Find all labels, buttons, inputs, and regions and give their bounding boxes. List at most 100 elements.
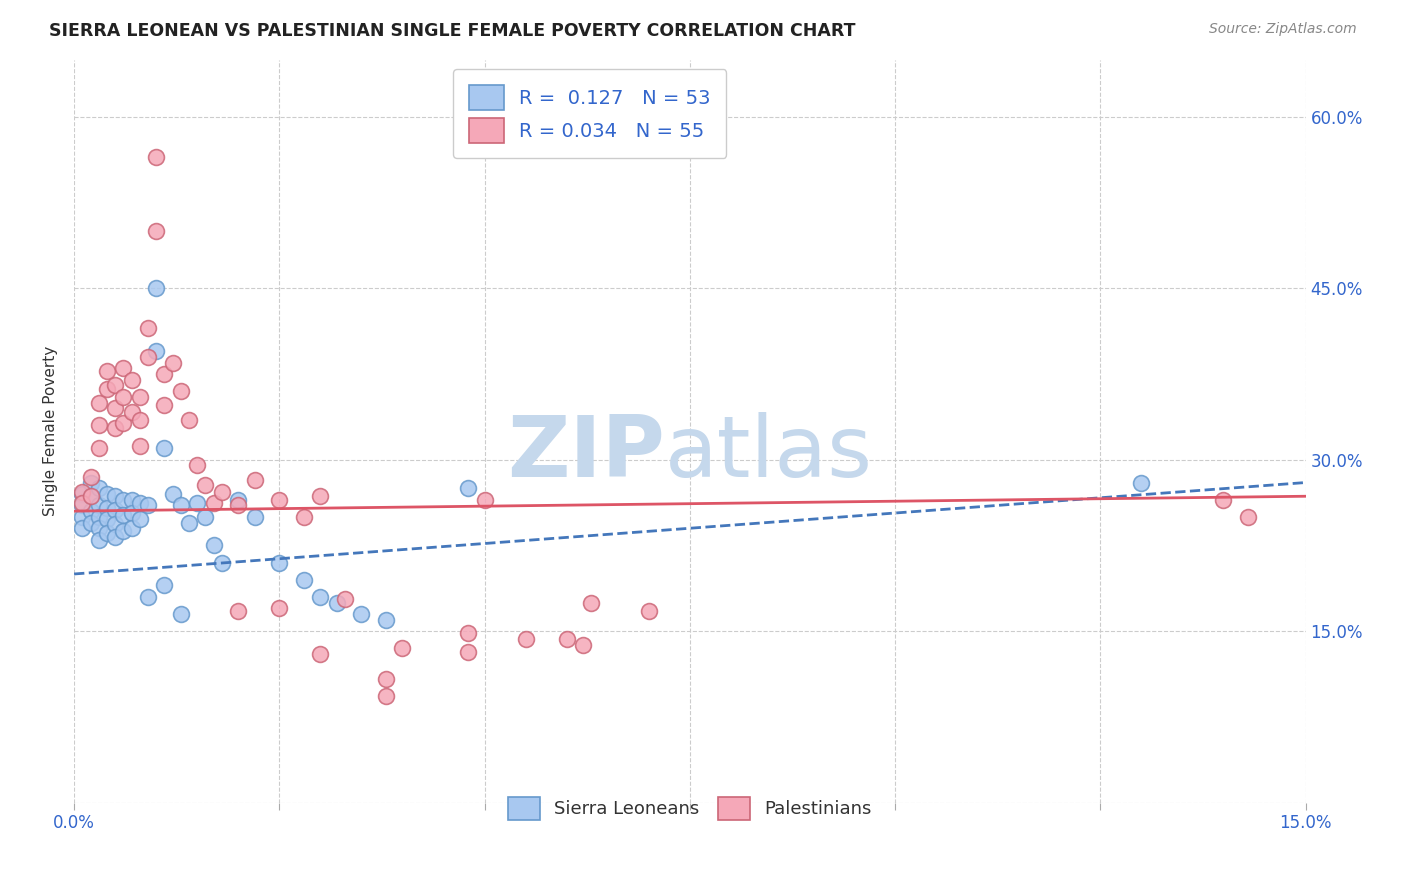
Point <box>375 672 398 686</box>
Point <box>153 578 176 592</box>
Point <box>572 638 595 652</box>
Point <box>136 499 159 513</box>
Point <box>128 496 150 510</box>
Point <box>269 492 291 507</box>
Point <box>104 401 127 416</box>
Point <box>79 470 101 484</box>
Point <box>186 496 208 510</box>
Point <box>177 516 200 530</box>
Point <box>211 484 233 499</box>
Point <box>87 533 110 547</box>
Point <box>87 521 110 535</box>
Point <box>309 590 332 604</box>
Point <box>112 390 135 404</box>
Point <box>202 496 225 510</box>
Point <box>326 596 349 610</box>
Point <box>226 492 249 507</box>
Point <box>112 508 135 522</box>
Point <box>269 601 291 615</box>
Point <box>581 596 603 610</box>
Point <box>79 504 101 518</box>
Point <box>309 489 332 503</box>
Point <box>96 363 118 377</box>
Point <box>162 487 184 501</box>
Point <box>292 573 315 587</box>
Point <box>457 481 479 495</box>
Point <box>96 500 118 515</box>
Point <box>72 484 94 499</box>
Y-axis label: Single Female Poverty: Single Female Poverty <box>44 346 58 516</box>
Point <box>96 525 118 540</box>
Point <box>170 499 193 513</box>
Point <box>121 492 143 507</box>
Point <box>162 355 184 369</box>
Point <box>72 521 94 535</box>
Point <box>104 489 127 503</box>
Point <box>1212 492 1234 507</box>
Point <box>136 350 159 364</box>
Point <box>269 556 291 570</box>
Point <box>104 503 127 517</box>
Point <box>226 499 249 513</box>
Point <box>72 499 94 513</box>
Point <box>79 516 101 530</box>
Point <box>128 439 150 453</box>
Point <box>145 344 167 359</box>
Point <box>375 613 398 627</box>
Point <box>96 382 118 396</box>
Point <box>79 475 101 490</box>
Point <box>153 367 176 381</box>
Point <box>145 224 167 238</box>
Point <box>457 626 479 640</box>
Point <box>87 442 110 456</box>
Text: atlas: atlas <box>665 412 873 495</box>
Point <box>104 516 127 531</box>
Point <box>112 492 135 507</box>
Point <box>79 489 101 503</box>
Point <box>121 507 143 521</box>
Point <box>1237 509 1260 524</box>
Point <box>136 590 159 604</box>
Text: SIERRA LEONEAN VS PALESTINIAN SINGLE FEMALE POVERTY CORRELATION CHART: SIERRA LEONEAN VS PALESTINIAN SINGLE FEM… <box>49 22 856 40</box>
Point <box>121 521 143 535</box>
Point <box>391 641 413 656</box>
Point <box>104 420 127 434</box>
Point <box>1130 475 1153 490</box>
Point <box>194 509 217 524</box>
Legend: Sierra Leoneans, Palestinians: Sierra Leoneans, Palestinians <box>494 782 887 834</box>
Point <box>186 458 208 473</box>
Point <box>170 384 193 398</box>
Point <box>637 603 659 617</box>
Point <box>87 418 110 433</box>
Point <box>457 645 479 659</box>
Point <box>145 150 167 164</box>
Text: Source: ZipAtlas.com: Source: ZipAtlas.com <box>1209 22 1357 37</box>
Point <box>375 690 398 704</box>
Point <box>515 632 537 647</box>
Point <box>72 487 94 501</box>
Point <box>177 412 200 426</box>
Point <box>112 416 135 430</box>
Point <box>87 481 110 495</box>
Point <box>309 647 332 661</box>
Point <box>333 592 356 607</box>
Point <box>211 556 233 570</box>
Point <box>104 378 127 392</box>
Point <box>474 492 496 507</box>
Point <box>202 538 225 552</box>
Point <box>170 607 193 621</box>
Point <box>145 281 167 295</box>
Point <box>153 398 176 412</box>
Point <box>136 321 159 335</box>
Point <box>350 607 373 621</box>
Point <box>243 473 266 487</box>
Point <box>555 632 578 647</box>
Point <box>79 489 101 503</box>
Point <box>128 390 150 404</box>
Point <box>96 512 118 526</box>
Point <box>112 361 135 376</box>
Text: ZIP: ZIP <box>508 412 665 495</box>
Point <box>112 524 135 538</box>
Point <box>153 442 176 456</box>
Point <box>87 499 110 513</box>
